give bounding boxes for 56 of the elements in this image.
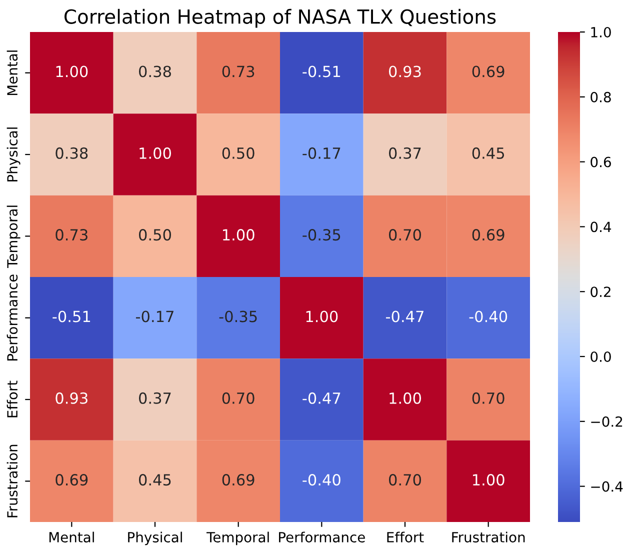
data-label: 0.69 — [472, 229, 504, 241]
data-label: 0.70 — [389, 229, 421, 241]
data-label: 0.37 — [139, 392, 171, 404]
data-label: 0.69 — [222, 474, 254, 486]
data-label: -0.17 — [136, 310, 174, 322]
data-label: 0.45 — [472, 147, 504, 159]
x-tick-label: Temporal — [206, 532, 269, 546]
color-bar-label: 0.0 — [590, 351, 611, 362]
data-label: 0.69 — [56, 474, 88, 486]
data-label: 0.93 — [389, 66, 421, 78]
y-tick-label: Effort — [6, 380, 18, 418]
color-bar-label: 0.4 — [590, 222, 612, 232]
x-tick-label: Mental — [49, 532, 94, 542]
data-label: 1.00 — [223, 229, 254, 241]
data-label: 0.37 — [389, 147, 421, 159]
data-label: 0.50 — [139, 229, 171, 241]
y-tick-label: Temporal — [6, 206, 20, 268]
x-tick-label: Frustration — [452, 532, 525, 542]
data-label: 1.00 — [56, 66, 88, 78]
data-label: 0.70 — [472, 392, 504, 404]
data-label: -0.17 — [302, 147, 340, 159]
data-label: -0.47 — [302, 392, 340, 404]
data-label: 1.00 — [473, 474, 504, 486]
y-tick-label: Mental — [6, 50, 18, 96]
data-label: -0.51 — [52, 310, 90, 322]
data-label: 1.00 — [306, 310, 338, 322]
x-tick-label: Performance — [279, 532, 365, 542]
data-label: 0.38 — [56, 147, 88, 159]
color-bar-label: 0.6 — [590, 156, 611, 168]
data-label: -0.40 — [302, 474, 340, 486]
color-bar-label: −0.4 — [591, 481, 623, 492]
data-label: -0.51 — [302, 66, 340, 78]
data-label: 0.70 — [389, 474, 421, 486]
data-label: -0.40 — [469, 310, 508, 322]
data-label: 0.70 — [222, 392, 254, 404]
data-label: 0.38 — [139, 66, 171, 78]
x-tick-label: Effort — [387, 532, 424, 542]
color-bar-label: 0.8 — [590, 92, 611, 102]
data-label: 0.69 — [472, 66, 504, 78]
color-bar-label: 0.2 — [590, 286, 610, 298]
data-label: 0.93 — [56, 392, 88, 404]
data-label: -0.35 — [219, 310, 257, 322]
data-label: -0.47 — [386, 310, 424, 322]
color-bar-label: 1.0 — [591, 26, 611, 38]
data-label: 0.50 — [222, 147, 254, 159]
y-tick-label: Performance — [6, 274, 18, 360]
data-label: 1.00 — [140, 147, 171, 159]
color-bar-label: −0.2 — [591, 416, 622, 427]
data-label: 1.00 — [390, 392, 421, 404]
data-label: 0.73 — [56, 229, 88, 241]
chart-title: Correlation Heatmap of NASA TLX Questions — [64, 8, 496, 28]
x-tick-label: Physical — [128, 532, 182, 546]
data-label: 0.45 — [139, 474, 171, 486]
data-label: -0.35 — [302, 229, 340, 241]
y-tick-label: Physical — [6, 128, 20, 182]
data-label: 0.73 — [222, 66, 254, 78]
